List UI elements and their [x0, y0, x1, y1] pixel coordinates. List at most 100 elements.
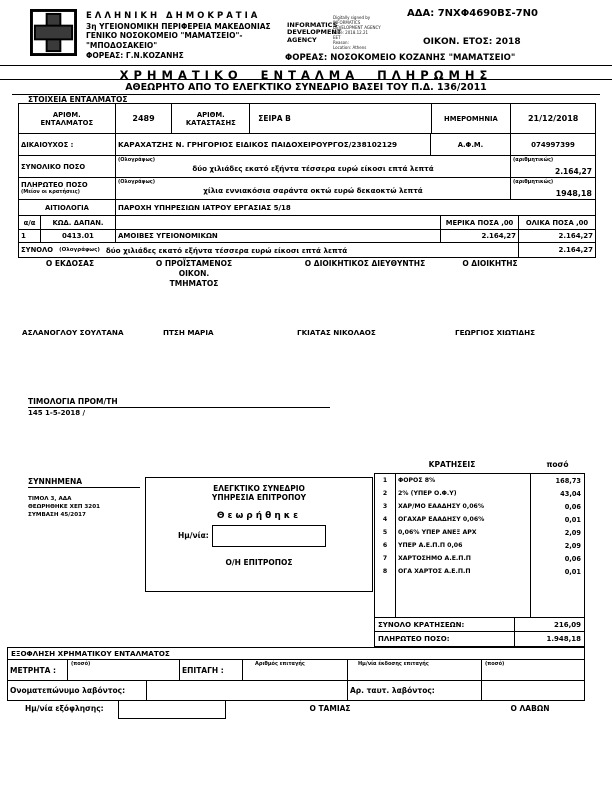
- reason-value: ΠΑΡΟΧΗ ΥΠΗΡΕΣΙΩΝ ΙΑΤΡΟΥ ΕΡΓΑΣΙΑΣ 5/18: [118, 203, 291, 212]
- expense-partial-amount: 2.164,27: [441, 230, 519, 242]
- paydate-field[interactable]: [118, 700, 226, 719]
- cheque-date-field[interactable]: Ημ/νία έκδοσης επιταγής: [348, 660, 482, 680]
- deduction-label: ΟΓΑ ΧΑΡΤΟΣ Α.Ε.Π.Π: [398, 568, 471, 575]
- subtitle-divider-line: [12, 94, 600, 95]
- total-amount-label-cell: ΣΥΝΟΛΙΚΟ ΠΟΣΟ: [19, 156, 116, 177]
- deduction-row: 6 ΥΠΕΡ Α.Ε.Π.Π 0,06 2,09: [375, 542, 584, 555]
- deductions-table: 1 ΦΟΡΟΣ 8% 168,73 2 2% (ΥΠΕΡ Ο.Φ.Υ) 43,0…: [374, 473, 585, 647]
- deduction-label: ΧΑΡΤΟΣΗΜΟ Α.Ε.Π.Π: [398, 555, 471, 562]
- deduction-no: 8: [382, 568, 388, 575]
- cheque-amount-label: (ποσό): [485, 661, 505, 667]
- expense-aa: 1: [19, 230, 41, 242]
- reason-label-cell: ΑΙΤΙΟΛΟΓΙΑ: [19, 200, 116, 215]
- receiver-signature-label: Ο ΛΑΒΩΝ: [510, 704, 550, 713]
- olografos-label: (Ολογράφως): [118, 179, 156, 185]
- state-no-label-cell: ΑΡΙΘΜ. ΚΑΤΑΣΤΑΣΗΣ: [172, 104, 251, 133]
- settlement-title: ΕΞΟΦΛΗΣΗ ΧΡΗΜΑΤΙΚΟΥ ΕΝΤΑΛΜΑΤΟΣ: [8, 648, 584, 660]
- deduction-row: 4 ΟΓΑΧΑΡ ΕΑΑΔΗΣΥ 0,06% 0,01: [375, 516, 584, 529]
- expense-code: 0413.01: [41, 230, 116, 242]
- hospital-line-2: "ΜΠΟΔΟΣΑΚΕΙΟ": [86, 41, 158, 51]
- deduction-label: 0,06% ΥΠΕΡ ΑΝΕΞ ΑΡΧ: [398, 529, 477, 536]
- beneficiary-value: ΚΑΡΑΧΑΤΖΗΣ Ν. ΓΡΗΓΟΡΙΟΣ ΕΙΔΙΚΟΣ ΠΑΙΔΟΧΕΙ…: [116, 134, 431, 155]
- deduction-amount: 0,01: [564, 516, 581, 524]
- attachment-line: ΤΙΜΟΛ 3, ΑΔΑ: [28, 496, 72, 502]
- arithmitikos-label: (αριθμητικώς): [513, 157, 554, 163]
- deduction-amount: 2,09: [564, 529, 581, 537]
- commissioner-service-line: ΥΠΗΡΕΣΙΑ ΕΠΙΤΡΟΠΟΥ: [211, 493, 307, 502]
- warrant-no-label-cell: ΑΡΙΘΜ. ΕΝΤΑΛΜΑΤΟΣ: [19, 104, 116, 133]
- deduction-label: ΦΟΡΟΣ 8%: [398, 477, 436, 484]
- net-payable-amount: 1.948,18: [514, 632, 584, 646]
- recipient-label-cell: Ονοματεπώνυμο λαβόντος:: [8, 681, 147, 700]
- afm-label-cell: Α.Φ.Μ.: [431, 134, 511, 155]
- deductions-header: ΚΡΑΤΗΣΕΙΣ: [428, 460, 476, 469]
- document-subtitle: ΑΘΕΩΡΗΤΟ ΑΠΟ ΤΟ ΕΛΕΓΚΤΙΚΟ ΣΥΝΕΔΡΙΟ ΒΑΣΕΙ…: [125, 82, 487, 93]
- attachments-list: ΤΙΜΟΛ 3, ΑΔΑ ΘΕΩΡΗΘΗΚΕ ΧΕΠ 3201 ΣΥΜΒΑΣΗ …: [28, 495, 100, 519]
- deduction-amount: 168,73: [555, 477, 581, 485]
- fiscal-year: ΟΙΚΟΝ. ΕΤΟΣ: 2018: [423, 37, 521, 47]
- signature-title-issuer: Ο ΕΚΔΟΣΑΣ: [45, 259, 95, 268]
- recipient-id-field[interactable]: [482, 681, 584, 700]
- foreas-left-line: ΦΟΡΕΑΣ: Γ.Ν.ΚΟΖΑΝΗΣ: [86, 50, 184, 60]
- expense-sum-row: ΣΥΝΟΛΟ (Ολογράφως) δύο χιλιάδες εκατό εξ…: [19, 243, 595, 257]
- deduction-no: 5: [382, 529, 388, 536]
- deduction-row: 1 ΦΟΡΟΣ 8% 168,73: [375, 477, 584, 490]
- deduction-amount: 0,01: [564, 568, 581, 576]
- deductions-sum-amount: 216,09: [514, 618, 584, 632]
- sum-label: ΣΥΝΟΛΟ: [21, 246, 54, 254]
- expense-total-amount: 2.164,27: [558, 232, 593, 240]
- auditor-date-field[interactable]: [212, 525, 326, 547]
- payable-sublabel: (Μείον οι κρατήσεις): [21, 189, 80, 195]
- cash-amount-label: (ποσό): [71, 661, 91, 667]
- attachment-line: ΣΥΜΒΑΣΗ 45/2017: [28, 512, 86, 519]
- payable-amount-words: χίλια εννιακόσια σαράντα οκτώ ευρώ δεκαο…: [203, 186, 423, 195]
- cash-amount-field[interactable]: (ποσό): [68, 660, 180, 680]
- expense-sum-words-cell: ΣΥΝΟΛΟ (Ολογράφως) δύο χιλιάδες εκατό εξ…: [19, 243, 519, 257]
- warrant-no-value: 2489: [116, 104, 173, 133]
- cheque-amount-field[interactable]: (ποσό): [482, 660, 584, 680]
- attachments-label: ΣΥΝΝΗΜΕΝΑ: [28, 477, 140, 488]
- payable-amount-value: 1948,18: [555, 189, 592, 198]
- recipient-name-field[interactable]: [147, 681, 348, 700]
- cheque-label-cell: ΕΠΙΤΑΓΗ :: [180, 660, 243, 680]
- warrant-details-section-label: ΣΤΟΙΧΕΙΑ ΕΝΤΑΛΜΑΤΟΣ: [28, 95, 128, 104]
- total-amount-words: δύο χιλιάδες εκατό εξήντα τέσσερα ευρώ ε…: [192, 164, 434, 173]
- deduction-label: 2% (ΥΠΕΡ Ο.Φ.Υ): [398, 490, 457, 497]
- sum-words: δύο χιλιάδες εκατό εξήντα τέσσερα ευρώ ε…: [105, 245, 348, 255]
- cashier-signature-label: Ο ΤΑΜΙΑΣ: [309, 704, 351, 713]
- deduction-amount: 0,06: [564, 555, 581, 563]
- warrant-details-table: ΑΡΙΘΜ. ΕΝΤΑΛΜΑΤΟΣ 2489 ΑΡΙΘΜ. ΚΑΤΑΣΤΑΣΗΣ…: [18, 103, 596, 258]
- series-value: ΣΕΙΡΑ Β: [250, 104, 432, 133]
- expense-data-row: 1 0413.01 ΑΜΟΙΒΕΣ ΥΓΕΙΟΝΟΜΙΚΩΝ 2.164,27 …: [19, 230, 595, 243]
- deduction-amount: 2,09: [564, 542, 581, 550]
- document-title: ΧΡΗΜΑΤΙΚΟ ΕΝΤΑΛΜΑ ΠΛΗΡΩΜΗΣ: [119, 68, 493, 82]
- signature-title-admin-director: Ο ΔΙΟΙΚΗΤΙΚΟΣ ΔΙΕΥΘΥΝΤΗΣ: [304, 259, 426, 268]
- signature-title-governor: Ο ΔΙΟΙΚΗΤΗΣ: [462, 259, 518, 268]
- expense-description: ΑΜΟΙΒΕΣ ΥΓΕΙΟΝΟΜΙΚΩΝ: [116, 230, 441, 242]
- deductions-amount-header: ποσό: [546, 460, 569, 469]
- col-code-header: ΚΩΔ. ΔΑΠΑΝ.: [41, 216, 116, 229]
- hospital-cross-logo: [30, 9, 77, 56]
- commissioner-signature-label: Ο/Η ΕΠΙΤΡΟΠΟΣ: [225, 558, 293, 567]
- col-partial-header: ΜΕΡΙΚΑ ΠΟΣΑ ,00: [441, 216, 519, 229]
- total-amount-words-cell: (Ολογράφως) δύο χιλιάδες εκατό εξήντα τέ…: [116, 156, 511, 177]
- header-divider-line: [0, 65, 612, 66]
- table-row: ΔΙΚΑΙΟΥΧΟΣ : ΚΑΡΑΧΑΤΖΗΣ Ν. ΓΡΗΓΟΡΙΟΣ ΕΙΔ…: [19, 134, 595, 156]
- table-row: ΑΙΤΙΟΛΟΓΙΑ ΠΑΡΟΧΗ ΥΠΗΡΕΣΙΩΝ ΙΑΤΡΟΥ ΕΡΓΑΣ…: [19, 200, 595, 216]
- afm-value: 074997399: [531, 140, 575, 149]
- net-payable-label: ΠΛΗΡΩΤΕΟ ΠΟΣΟ:: [378, 635, 450, 643]
- signature-title-finance-head: Ο ΠΡΟΪΣΤΑΜΕΝΟΣ ΟΙΚΟΝ. ΤΜΗΜΑΤΟΣ: [155, 259, 233, 288]
- cheque-no-field[interactable]: Αριθμός επιταγής: [243, 660, 348, 680]
- settlement-row-2: Ονοματεπώνυμο λαβόντος: Αρ. ταυτ. λαβόντ…: [8, 681, 584, 700]
- beneficiary-label-cell: ΔΙΚΑΙΟΥΧΟΣ :: [19, 134, 116, 155]
- signature-name-finance-head: ΠΤΣΗ ΜΑΡΙΑ: [163, 328, 214, 337]
- deduction-amount: 43,04: [560, 490, 581, 498]
- deduction-no: 7: [382, 555, 388, 562]
- table-row: ΑΡΙΘΜ. ΕΝΤΑΛΜΑΤΟΣ 2489 ΑΡΙΘΜ. ΚΑΤΑΣΤΑΣΗΣ…: [19, 104, 595, 134]
- digital-signature-stamp: Digitally signed by INFORMATICS DEVELOPM…: [333, 15, 381, 50]
- arithmitikos-label: (αριθμητικώς): [513, 179, 554, 185]
- deductions-sum-label: ΣΥΝΟΛΟ ΚΡΑΤΗΣΕΩΝ:: [378, 621, 465, 629]
- deductions-divider-1: [395, 474, 396, 618]
- audit-court-box: ΕΛΕΓΚΤΙΚΟ ΣΥΝΕΔΡΙΟ ΥΠΗΡΕΣΙΑ ΕΠΙΤΡΟΠΟΥ Θε…: [145, 477, 373, 592]
- table-row: ΠΛΗΡΩΤΕΟ ΠΟΣΟ (Μείον οι κρατήσεις) (Ολογ…: [19, 178, 595, 200]
